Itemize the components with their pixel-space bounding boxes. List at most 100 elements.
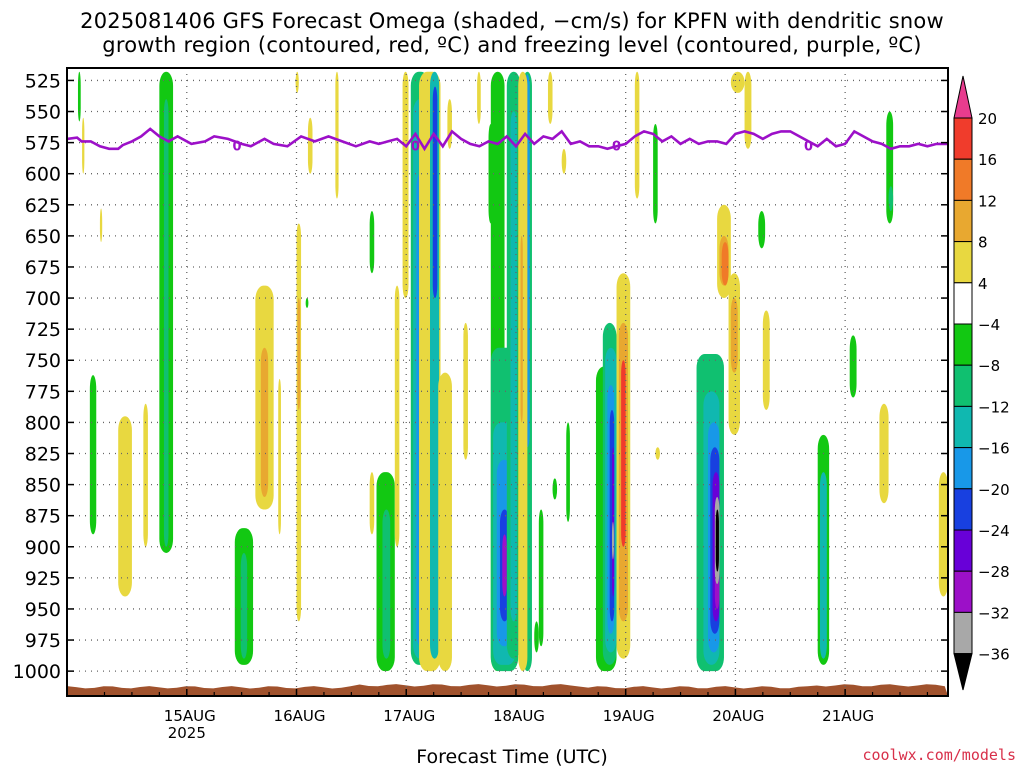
- y-tick-label: 525: [25, 70, 61, 92]
- omega-region: [721, 242, 729, 286]
- omega-region: [77, 71, 81, 122]
- y-tick-label: 1000: [13, 661, 61, 683]
- omega-region: [369, 211, 375, 274]
- x-tick-label: 20AUG: [712, 707, 764, 725]
- colorbar-bin: [953, 529, 973, 572]
- y-tick-label: 700: [25, 288, 61, 310]
- y-tick-label: 800: [25, 412, 61, 434]
- y-tick-label: 750: [25, 350, 61, 372]
- y-tick-label: 900: [25, 537, 61, 559]
- omega-region: [510, 111, 517, 622]
- omega-region: [369, 472, 375, 535]
- colorbar-label: 20: [978, 110, 997, 128]
- x-tick-label: 15AUG: [164, 707, 216, 725]
- y-tick-label: 950: [25, 599, 61, 621]
- omega-region: [819, 472, 827, 659]
- omega-region: [477, 71, 481, 124]
- omega-shading: [77, 71, 948, 672]
- omega-region: [849, 335, 857, 398]
- freezing-level-label: 0: [411, 139, 420, 154]
- omega-region: [730, 298, 738, 373]
- colorbar-bin: [953, 364, 973, 407]
- omega-region: [762, 310, 770, 410]
- colorbar-label: 8: [978, 234, 988, 252]
- omega-region: [305, 298, 309, 309]
- omega-region: [432, 86, 438, 299]
- y-tick-label: 925: [25, 568, 61, 590]
- omega-region: [99, 208, 103, 243]
- y-tick-label: 675: [25, 257, 61, 279]
- freezing-level-label: 0: [233, 139, 242, 154]
- colorbar-label: −4: [978, 316, 1000, 334]
- colorbar-bin: [953, 241, 973, 284]
- omega-region: [240, 552, 248, 659]
- x-tick-label: 17AUG: [383, 707, 435, 725]
- omega-region: [297, 298, 301, 410]
- chart-title-line1: 2025081406 GFS Forecast Omega (shaded, −…: [80, 9, 944, 33]
- source-credit[interactable]: coolwx.com/models: [862, 746, 1016, 764]
- omega-region: [730, 71, 745, 93]
- y-tick-label: 550: [25, 102, 61, 124]
- omega-region: [296, 223, 302, 622]
- omega-region: [758, 211, 766, 249]
- omega-region: [335, 71, 339, 199]
- colorbar-label: −32: [978, 604, 1010, 622]
- colorbar-bottom-arrow: [953, 653, 973, 691]
- y-tick-label: 850: [25, 475, 61, 497]
- omega-region: [655, 447, 660, 460]
- plot-area: 0 0 0 0: [66, 67, 949, 697]
- omega-region: [715, 509, 719, 572]
- freezing-level-label: 0: [612, 139, 621, 154]
- colorbar-bin: [953, 405, 973, 449]
- omega-region: [561, 148, 567, 174]
- omega-region: [394, 285, 400, 547]
- colorbar-bin: [953, 323, 973, 366]
- colorbar-label: 16: [978, 151, 997, 169]
- y-tick-label: 650: [25, 226, 61, 248]
- freezing-level-line: [67, 127, 948, 152]
- freezing-level-label: 0: [804, 139, 813, 154]
- colorbar-label: 12: [978, 192, 997, 210]
- colorbar-bin: [953, 282, 973, 325]
- colorbar-bin: [953, 488, 973, 531]
- colorbar-bin: [953, 611, 973, 655]
- x-tick-label: 21AUG: [822, 707, 874, 725]
- omega-region: [278, 378, 281, 535]
- omega-region: [402, 71, 409, 299]
- colorbar-bin: [953, 447, 973, 490]
- omega-region: [382, 509, 391, 659]
- y-tick-label: 725: [25, 319, 61, 341]
- colorbar-legend: 20 16 12 8 4 −4 −8 −12 −16 −20 −24 −28 −32 −36: [953, 75, 1010, 691]
- x-axis-label: Forecast Time (UTC): [416, 746, 608, 768]
- colorbar-label: −28: [978, 563, 1010, 581]
- colorbar-bin: [953, 158, 973, 201]
- y-tick-label: 600: [25, 164, 61, 186]
- omega-region: [744, 71, 752, 149]
- omega-region: [621, 360, 626, 547]
- y-tick-label: 625: [25, 195, 61, 217]
- colorbar-bin: [953, 570, 973, 613]
- colorbar-label: −24: [978, 522, 1010, 540]
- colorbar-label: −20: [978, 481, 1010, 499]
- colorbar-top-arrow: [953, 75, 973, 119]
- plot-frame: [66, 67, 949, 697]
- omega-region: [611, 447, 615, 597]
- omega-region: [520, 235, 523, 423]
- omega-region: [143, 403, 148, 547]
- y-tick-label: 875: [25, 506, 61, 528]
- omega-region: [89, 375, 97, 535]
- chart-title-line2: growth region (contoured, red, ºC) and f…: [102, 33, 922, 57]
- colorbar-label: −16: [978, 440, 1010, 458]
- x-tick-label: 18AUG: [493, 707, 545, 725]
- omega-region: [307, 117, 313, 174]
- omega-region: [463, 322, 468, 460]
- omega-region: [447, 99, 452, 149]
- omega-region: [438, 372, 452, 672]
- omega-region: [163, 99, 169, 547]
- omega-region: [611, 521, 614, 560]
- omega-region: [260, 347, 269, 498]
- y-axis: 525 550 575 600 625 650 675 700 725 750 775 800 825 8…: [13, 70, 948, 683]
- omega-region: [938, 472, 948, 597]
